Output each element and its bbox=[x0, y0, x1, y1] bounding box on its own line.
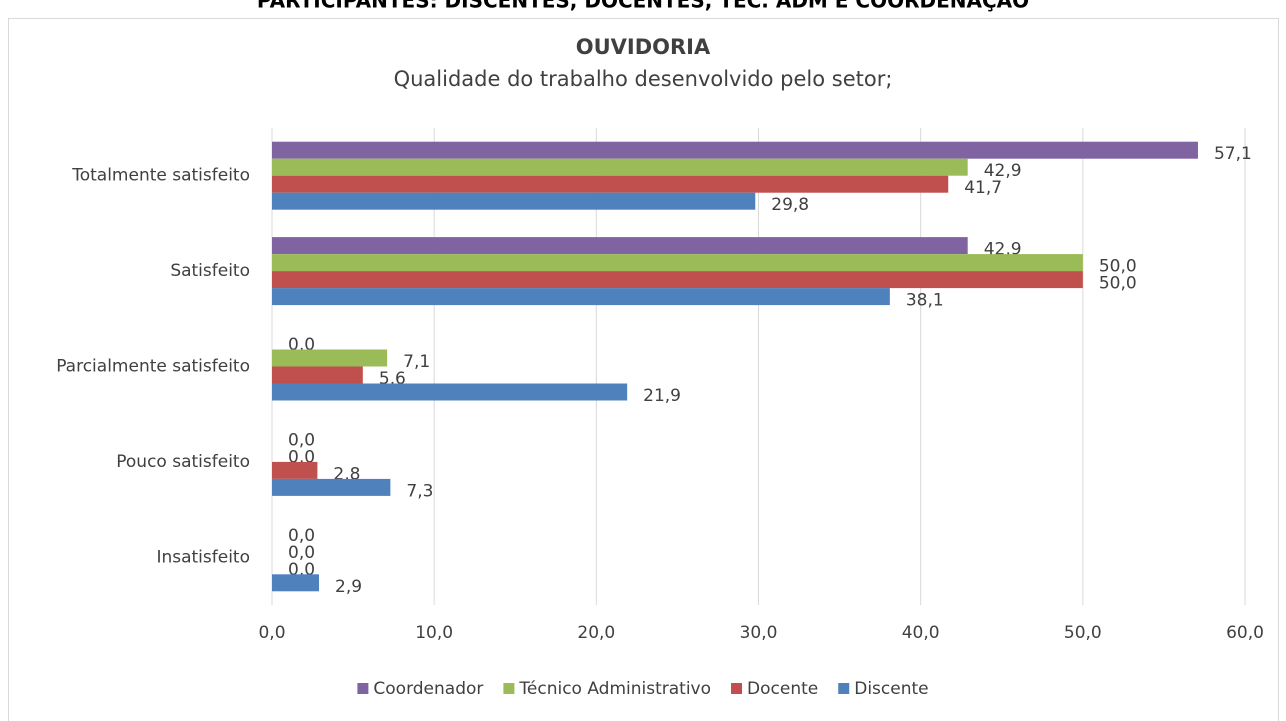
data-label: 0,0 bbox=[288, 430, 315, 450]
legend-label: Docente bbox=[747, 679, 818, 699]
bar bbox=[272, 461, 318, 479]
bar bbox=[272, 237, 968, 255]
y-tick-label: Totalmente satisfeito bbox=[71, 166, 250, 186]
bar bbox=[272, 271, 1083, 289]
bar bbox=[272, 141, 1198, 159]
page-heading: PARTICIPANTES: DISCENTES, DOCENTES, TEC.… bbox=[257, 0, 1029, 13]
bar bbox=[272, 383, 628, 401]
y-tick-label: Satisfeito bbox=[170, 261, 250, 281]
bar bbox=[272, 192, 756, 210]
chart-border bbox=[8, 18, 1279, 721]
bar bbox=[272, 288, 890, 306]
legend-label: Técnico Administrativo bbox=[518, 679, 711, 699]
data-label: 50,0 bbox=[1099, 257, 1137, 277]
bar bbox=[272, 349, 388, 367]
data-label: 57,1 bbox=[1214, 144, 1252, 164]
data-label: 38,1 bbox=[906, 291, 944, 311]
data-label: 7,1 bbox=[403, 352, 430, 372]
y-tick-label: Insatisfeito bbox=[156, 547, 250, 567]
data-label: 2,9 bbox=[335, 577, 362, 597]
x-tick-label: 20,0 bbox=[577, 623, 615, 643]
data-label: 0,0 bbox=[288, 526, 315, 546]
bar bbox=[272, 478, 391, 496]
legend-label: Coordenador bbox=[373, 679, 483, 699]
data-label: 41,7 bbox=[964, 178, 1002, 198]
x-tick-label: 0,0 bbox=[258, 623, 285, 643]
x-tick-label: 50,0 bbox=[1064, 623, 1102, 643]
chart-title: OUVIDORIA bbox=[576, 35, 711, 59]
legend-swatch bbox=[503, 683, 515, 694]
x-tick-label: 10,0 bbox=[415, 623, 453, 643]
y-tick-label: Parcialmente satisfeito bbox=[56, 357, 250, 377]
x-tick-label: 40,0 bbox=[902, 623, 940, 643]
legend-swatch bbox=[838, 683, 850, 694]
data-label: 0,0 bbox=[288, 543, 315, 563]
bar bbox=[272, 366, 363, 384]
bar bbox=[272, 574, 320, 592]
legend-label: Discente bbox=[854, 679, 928, 699]
data-label: 21,9 bbox=[643, 386, 681, 406]
data-label: 29,8 bbox=[771, 195, 809, 215]
x-tick-label: 30,0 bbox=[740, 623, 778, 643]
legend-swatch bbox=[357, 683, 369, 694]
data-label: 7,3 bbox=[406, 481, 433, 501]
bar bbox=[272, 254, 1083, 272]
legend-swatch bbox=[731, 683, 743, 694]
data-label: 42,9 bbox=[984, 161, 1022, 181]
y-tick-label: Pouco satisfeito bbox=[116, 452, 250, 472]
x-tick-label: 60,0 bbox=[1226, 623, 1264, 643]
data-label: 50,0 bbox=[1099, 274, 1137, 294]
chart-subtitle: Qualidade do trabalho desenvolvido pelo … bbox=[394, 67, 893, 91]
bar bbox=[272, 175, 949, 193]
bar bbox=[272, 158, 968, 176]
